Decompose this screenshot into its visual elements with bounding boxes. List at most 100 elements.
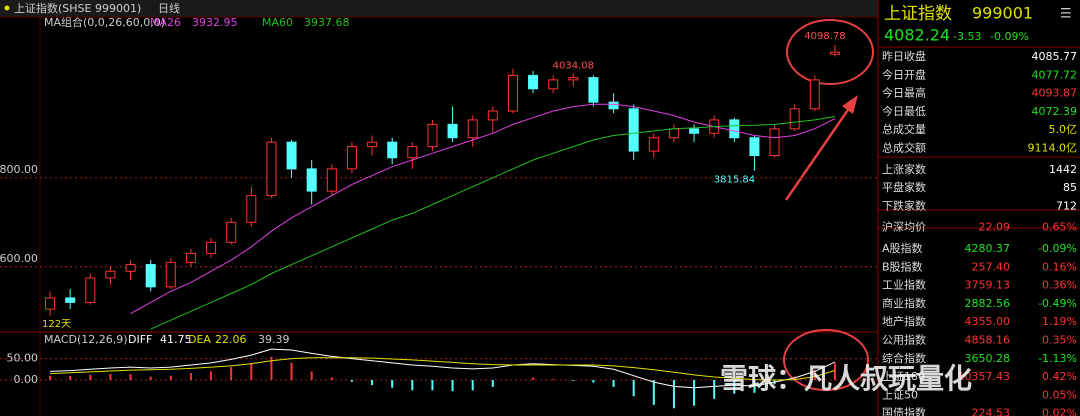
- panel-pct: -0.09%: [990, 30, 1029, 43]
- legend-value: 3937.68: [304, 16, 350, 29]
- row-value: 9114.0亿: [1028, 142, 1078, 155]
- row-value: 224.53: [972, 407, 1011, 416]
- candle-body: [165, 261, 176, 288]
- legend-value: 3932.95: [192, 16, 238, 29]
- candle-body: [346, 146, 357, 170]
- row-value: 1442: [1049, 163, 1077, 176]
- candle-body: [668, 128, 679, 139]
- row-label: B股指数: [882, 259, 923, 273]
- candle-body: [809, 79, 820, 110]
- candle-body: [588, 77, 599, 103]
- bullet: [4, 5, 10, 11]
- row-value: 4280.37: [965, 242, 1011, 255]
- row-label: 上证50: [882, 388, 918, 401]
- macd-legend: 41.75: [160, 333, 192, 346]
- arrow-head: [842, 95, 858, 114]
- candle-body: [185, 252, 196, 263]
- row-value: 4355.00: [965, 315, 1011, 328]
- menu-icon[interactable]: ☰: [1060, 7, 1072, 22]
- candle-body: [689, 128, 700, 134]
- candle-body: [568, 77, 579, 81]
- candle-body: [246, 195, 257, 223]
- panel-title: 上证指数: [884, 4, 952, 24]
- period[interactable]: 日线: [158, 1, 180, 15]
- candle-body: [487, 110, 498, 121]
- candle-body: [507, 74, 518, 112]
- candle-body: [145, 264, 156, 288]
- row-change: 0.35%: [1042, 334, 1077, 347]
- row-label: 下跌家数: [882, 198, 926, 212]
- ma-label: MA组合(0,0,26,60,0,0): [44, 15, 165, 29]
- ma-line: [130, 103, 836, 314]
- candle-body: [45, 297, 56, 310]
- y-tick-label: 50.00: [7, 352, 39, 365]
- arrow: [784, 103, 854, 201]
- highlight-circle: [783, 329, 869, 391]
- row-value: 257.40: [972, 260, 1011, 273]
- watermark: 雪球：凡人叔玩量化: [720, 362, 972, 395]
- annotation: 3815.84: [714, 175, 755, 186]
- row-value: 85: [1063, 181, 1077, 194]
- y-tick-label: 0.00: [14, 373, 39, 386]
- row-label: 今日开盘: [882, 67, 926, 81]
- title-bar: [0, 0, 878, 17]
- row-value: 3650.28: [965, 352, 1011, 365]
- row-change: -0.49%: [1038, 297, 1077, 310]
- row-change: 0.05%: [1042, 388, 1077, 401]
- annotation: 4034.08: [553, 61, 594, 72]
- row-label: 昨日收盘: [882, 49, 926, 63]
- highlight-circle: [786, 19, 874, 85]
- candle-body: [447, 123, 458, 139]
- row-change: 0.16%: [1042, 260, 1077, 273]
- candle-body: [407, 146, 418, 159]
- candle-body: [125, 264, 136, 272]
- panel-code: 999001: [972, 4, 1033, 23]
- dea-line: [50, 357, 836, 381]
- chart-title: 上证指数(SHSE 999001): [14, 1, 141, 15]
- row-value: 4093.87: [1032, 87, 1078, 100]
- row-label: 综合指数: [882, 351, 926, 365]
- candle-body: [648, 137, 659, 152]
- ma-line: [150, 116, 835, 330]
- row-label: 公用指数: [882, 333, 926, 347]
- annotation: 4098.78: [804, 31, 845, 42]
- macd-legend: 39.39: [258, 333, 290, 346]
- candle-body: [628, 108, 639, 152]
- candle-body: [387, 141, 398, 159]
- row-label: 总成交量: [882, 122, 926, 136]
- row-value: 22.09: [979, 221, 1011, 234]
- row-change: -1.13%: [1038, 352, 1077, 365]
- row-value: 10357.43: [958, 370, 1011, 383]
- row-change: 0.02%: [1042, 407, 1077, 416]
- legend-name: MA60: [262, 16, 293, 29]
- candle-body: [749, 137, 760, 157]
- macd-legend: DEA: [188, 333, 211, 346]
- row-value: 3759.13: [965, 279, 1011, 292]
- candle-body: [226, 221, 237, 243]
- macd-legend: 22.06: [215, 333, 247, 346]
- annotation: 122天: [42, 319, 71, 330]
- row-change: 0.42%: [1042, 370, 1077, 383]
- candle-body: [427, 123, 438, 148]
- row-value: 4858.16: [965, 334, 1011, 347]
- candle-body: [789, 108, 800, 130]
- row-change: 1.19%: [1042, 315, 1077, 328]
- row-label: 上涨家数: [882, 162, 926, 176]
- row-value: 4072.39: [1032, 105, 1078, 118]
- row-value: 712: [1056, 199, 1077, 212]
- candle-body: [729, 119, 740, 139]
- candle-body: [286, 141, 297, 170]
- candle-body: [326, 168, 337, 192]
- candle-body: [829, 51, 840, 55]
- candle-body: [85, 277, 96, 303]
- row-label: 商业指数: [882, 296, 926, 310]
- row-change: 0.36%: [1042, 279, 1077, 292]
- macd-legend: DIFF: [128, 333, 152, 346]
- row-label: 沪深均价: [882, 220, 926, 234]
- row-label: A股指数: [882, 241, 923, 255]
- row-value: 2882.56: [965, 297, 1011, 310]
- row-change: -0.09%: [1038, 242, 1077, 255]
- candle-body: [769, 128, 780, 157]
